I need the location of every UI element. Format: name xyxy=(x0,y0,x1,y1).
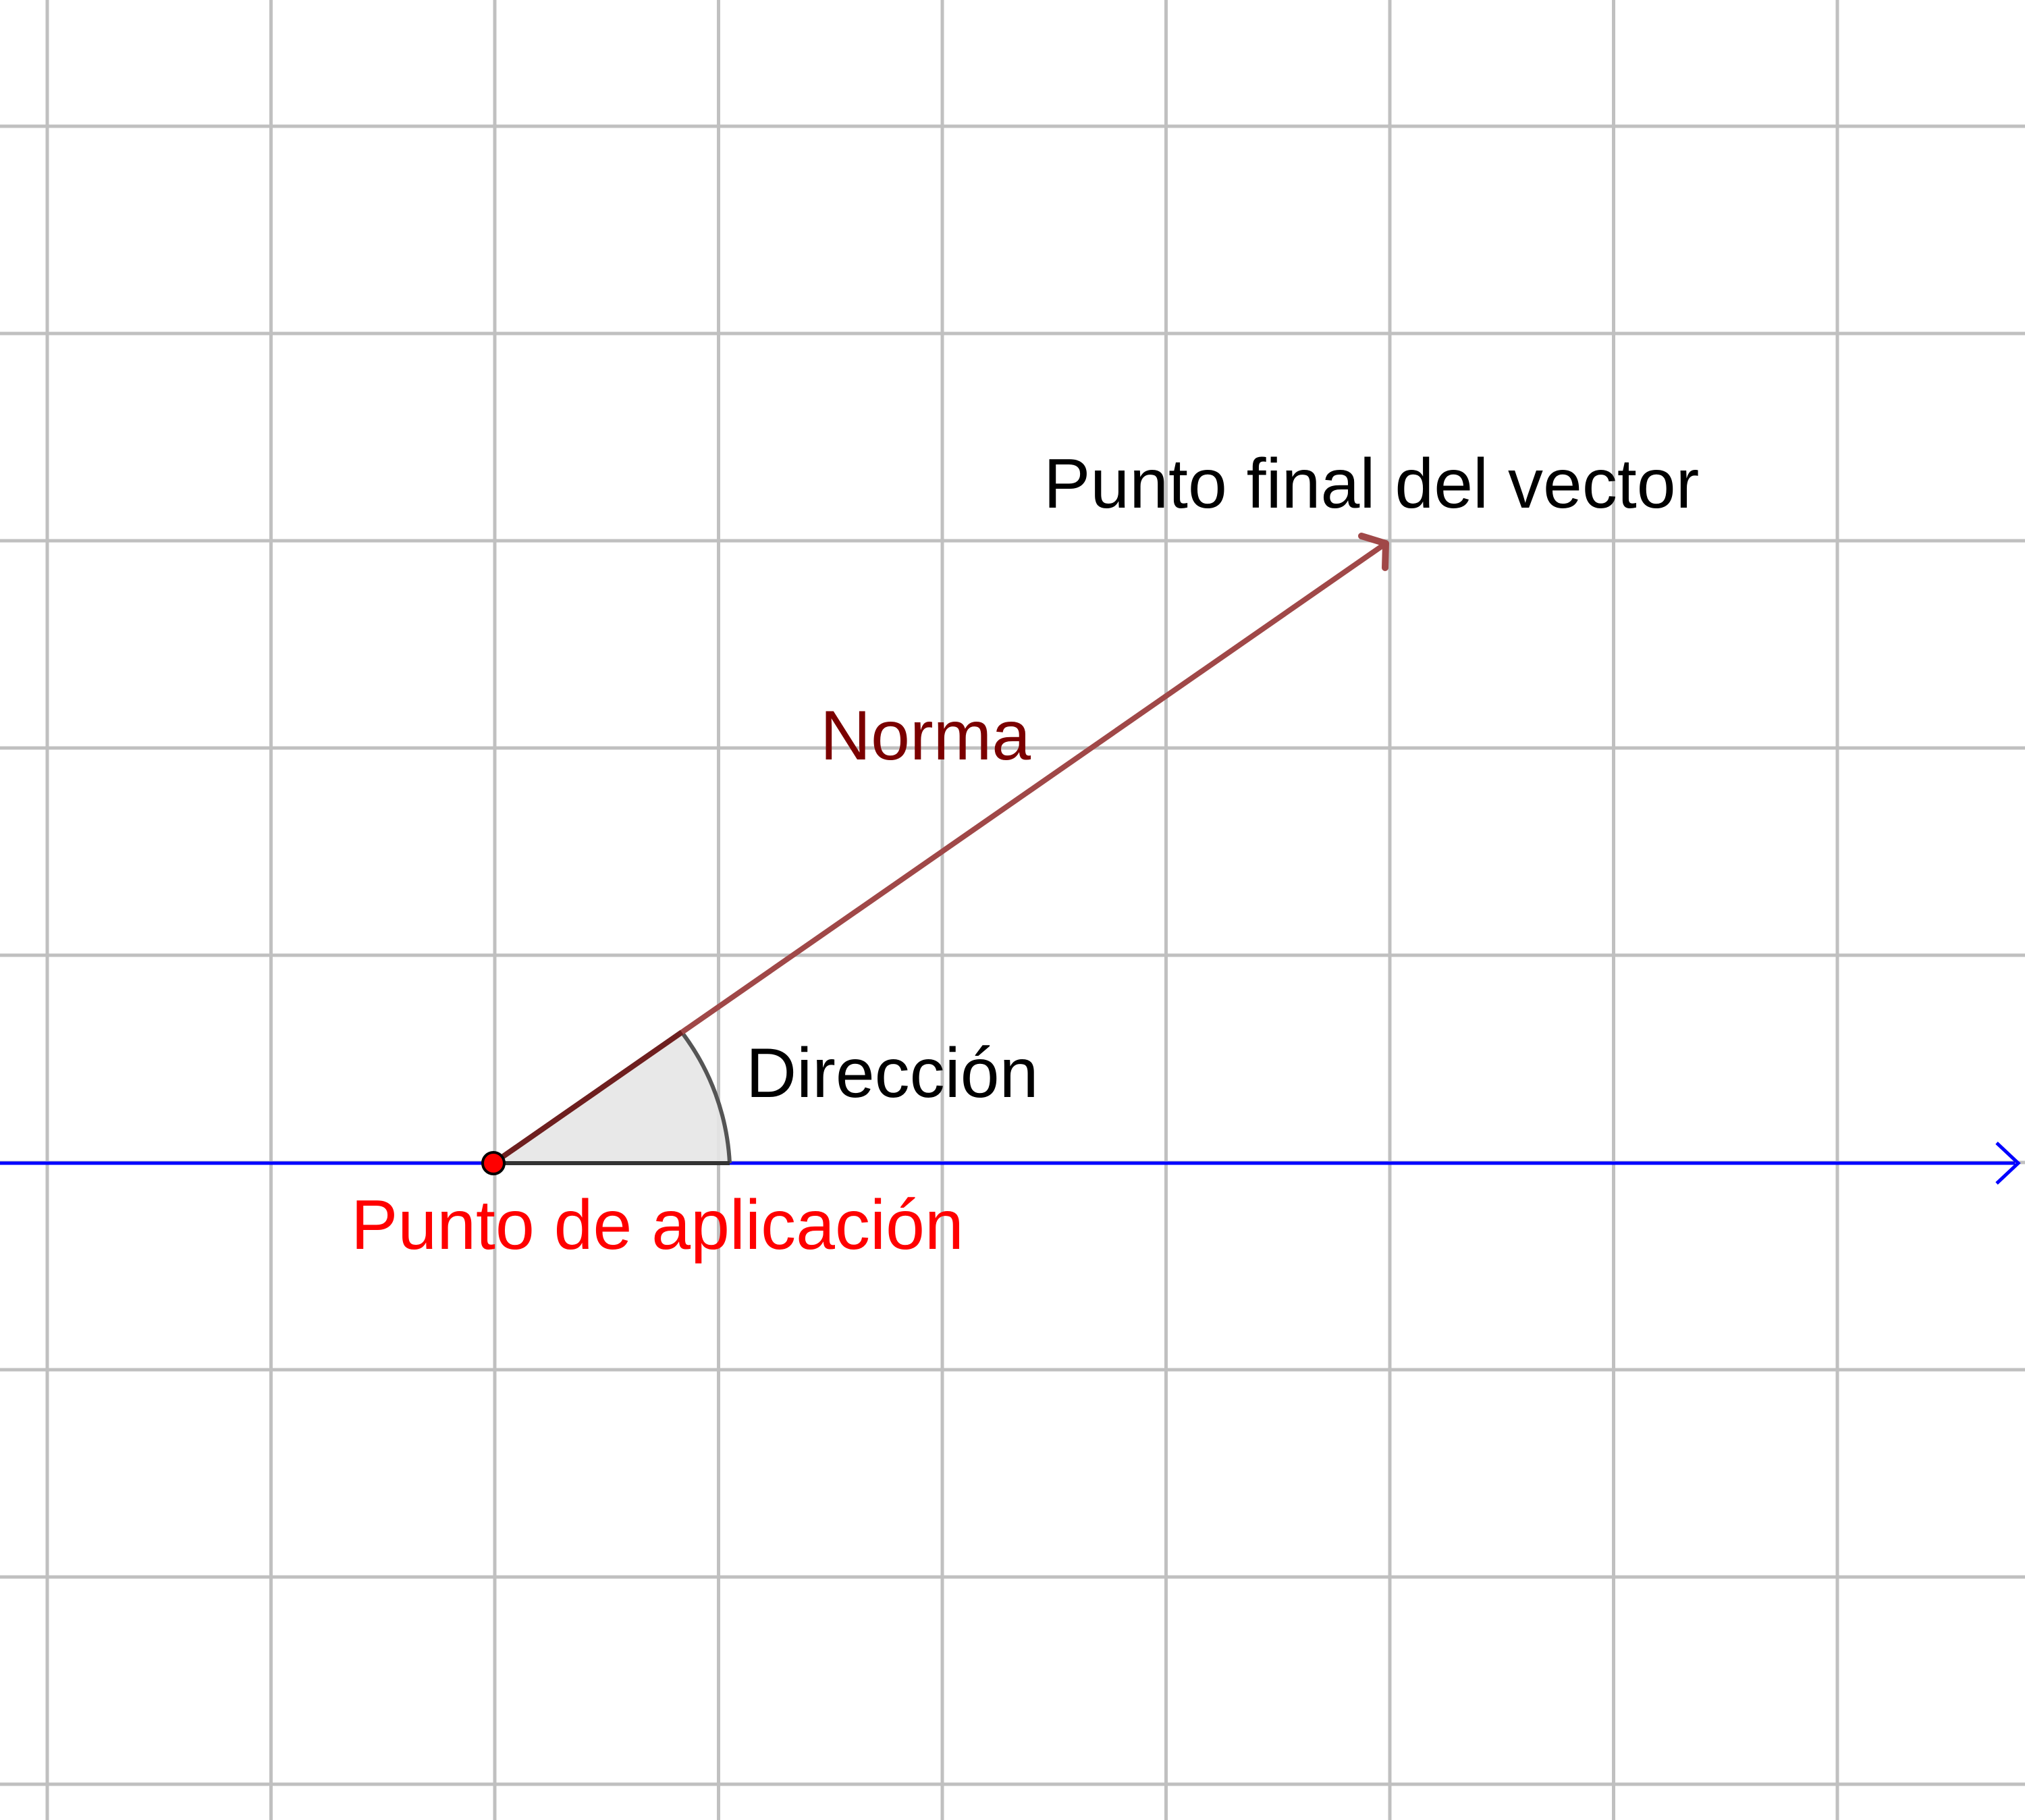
axis-arrowhead xyxy=(1995,1142,2021,1185)
application-point xyxy=(481,1151,506,1175)
direction-angle-sector xyxy=(493,1032,730,1163)
end-point-label: Punto final del vector xyxy=(1044,445,1699,523)
norm-label: Norma xyxy=(820,697,1031,775)
vector-arrowhead xyxy=(1358,533,1389,571)
vector-shaft-inner xyxy=(491,1029,684,1166)
application-point-label: Punto de aplicación xyxy=(351,1186,964,1264)
direction-label: Dirección xyxy=(746,1034,1038,1113)
direction-angle-arc xyxy=(680,1031,732,1164)
